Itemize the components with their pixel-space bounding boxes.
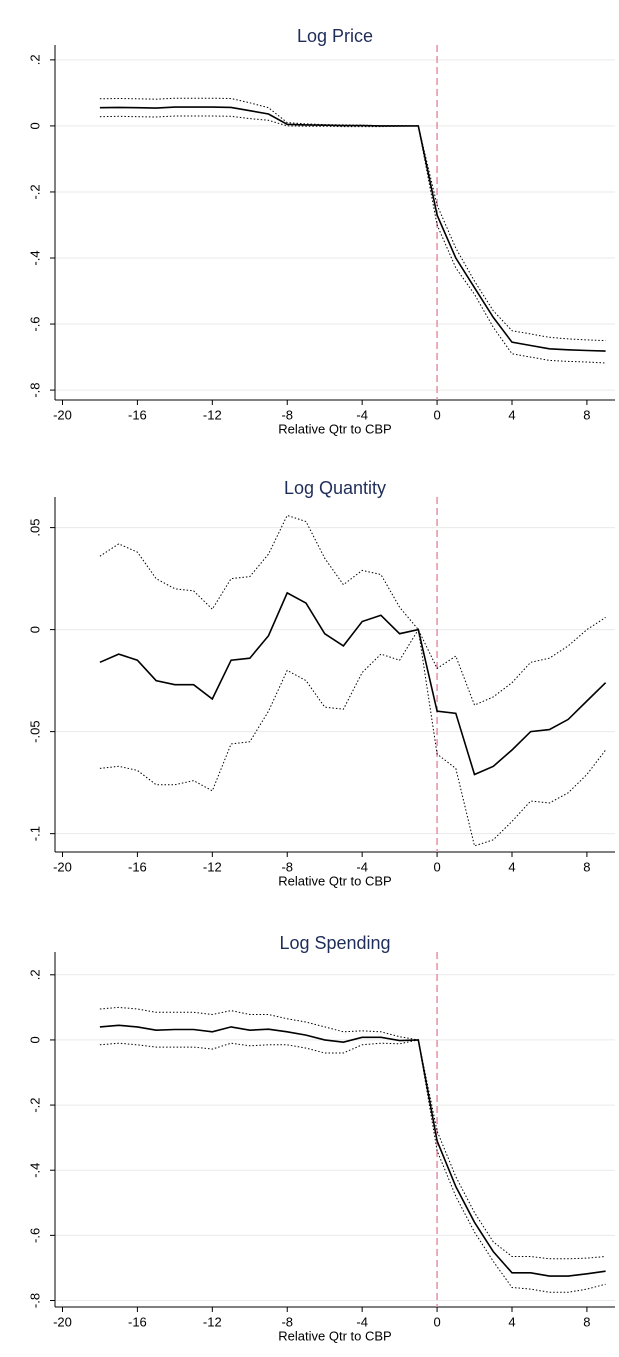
y-tick-label: -.4 — [27, 250, 42, 265]
ci-line — [99, 514, 606, 706]
x-tick-label: 0 — [433, 407, 440, 422]
x-tick-label: -16 — [128, 407, 147, 422]
x-axis-label: Relative Qtr to CBP — [278, 873, 391, 888]
y-tick-label: -.4 — [27, 1163, 42, 1178]
x-tick-label: -12 — [203, 859, 222, 874]
ci-line — [99, 1006, 606, 1260]
y-tick-label: .2 — [27, 969, 42, 980]
y-tick-label: 0 — [27, 1036, 42, 1043]
x-axis-label: Relative Qtr to CBP — [278, 421, 391, 436]
y-tick-label: -.6 — [27, 316, 42, 331]
y-tick-label: -.8 — [27, 383, 42, 398]
y-tick-label: -.2 — [27, 184, 42, 199]
y-tick-label: -.05 — [27, 720, 42, 742]
x-tick-label: -4 — [356, 407, 368, 422]
x-tick-label: -20 — [53, 1314, 72, 1329]
estimate-line — [99, 106, 606, 352]
x-tick-label: -8 — [281, 859, 293, 874]
ci-line — [99, 115, 606, 364]
x-tick-label: -12 — [203, 1314, 222, 1329]
x-tick-label: -16 — [128, 1314, 147, 1329]
x-tick-label: -20 — [53, 407, 72, 422]
y-tick-label: -.1 — [27, 826, 42, 841]
x-tick-label: 8 — [583, 1314, 590, 1329]
x-tick-label: -8 — [281, 1314, 293, 1329]
x-tick-label: 0 — [433, 1314, 440, 1329]
x-tick-label: 4 — [508, 859, 515, 874]
y-tick-label: 0 — [27, 626, 42, 633]
x-tick-label: -20 — [53, 859, 72, 874]
y-tick-label: 0 — [27, 122, 42, 129]
y-tick-label: .05 — [27, 519, 42, 537]
x-tick-label: -12 — [203, 407, 222, 422]
x-tick-label: 4 — [508, 1314, 515, 1329]
ci-line — [99, 628, 606, 847]
x-axis-label: Relative Qtr to CBP — [278, 1328, 391, 1343]
estimate-line — [99, 591, 607, 776]
x-tick-label: 0 — [433, 859, 440, 874]
chart-title: Log Spending — [279, 933, 390, 953]
y-tick-label: .2 — [27, 54, 42, 65]
ci-line — [99, 97, 606, 342]
y-tick-label: -.8 — [27, 1293, 42, 1308]
x-tick-label: 8 — [583, 859, 590, 874]
x-tick-label: -4 — [356, 1314, 368, 1329]
estimate-line — [99, 1024, 606, 1277]
chart-title: Log Price — [297, 26, 373, 46]
x-tick-label: 8 — [583, 407, 590, 422]
chart-title: Log Quantity — [284, 478, 386, 498]
y-tick-label: -.2 — [27, 1097, 42, 1112]
ci-line — [99, 1039, 606, 1293]
x-tick-label: -16 — [128, 859, 147, 874]
x-tick-label: -4 — [356, 859, 368, 874]
x-tick-label: 4 — [508, 407, 515, 422]
y-tick-label: -.6 — [27, 1228, 42, 1243]
x-tick-label: -8 — [281, 407, 293, 422]
